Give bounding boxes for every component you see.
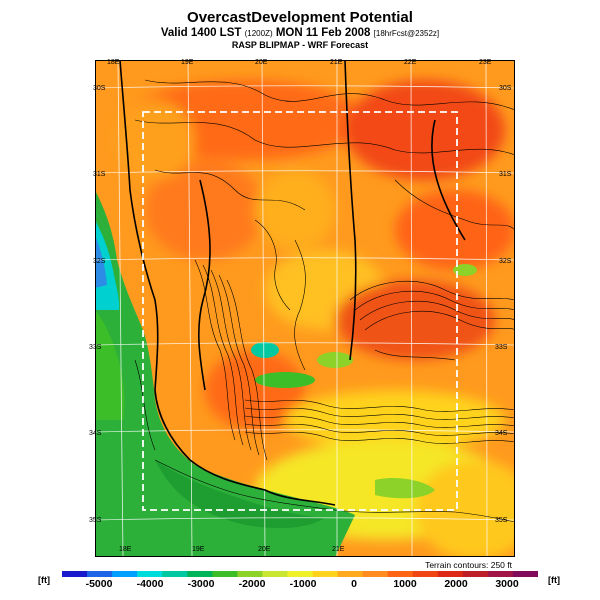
terrain-contours — [134, 79, 515, 523]
forecast-map: 18E 19E 20E 21E 22E 23E 18E 19E 20E 21E … — [89, 59, 515, 557]
lon-label-bottom: 18E — [119, 546, 132, 553]
light-green-patch — [375, 478, 435, 499]
colorbar-segment — [412, 571, 439, 577]
lat-label-left: 35S — [89, 517, 102, 524]
map-canvas — [95, 60, 515, 557]
colorbar-segment — [87, 571, 113, 577]
forecast-hour: [18hrFcst@2352z] — [373, 29, 440, 38]
inland-patch-d — [453, 264, 477, 276]
map-title: OvercastDevelopment Potential — [187, 9, 413, 26]
colorbar-segment — [487, 571, 514, 577]
colorbar-tick-label: 3000 — [495, 578, 519, 590]
colorbar-segment — [387, 571, 414, 577]
lon-label-bottom: 21E — [332, 546, 345, 553]
lon-label-top: 23E — [479, 59, 492, 66]
model-label: RASP BLIPMAP - WRF Forecast — [231, 40, 369, 50]
colorbar-segment — [62, 571, 88, 577]
lat-label-left: 34S — [89, 430, 102, 437]
inland-patch-c — [317, 352, 353, 368]
lon-label-top: 22E — [404, 59, 417, 66]
lat-label-right: 30S — [499, 85, 512, 92]
lon-label-top: 19E — [181, 59, 194, 66]
lat-label-right: 32S — [499, 258, 512, 265]
colorbar-segment — [187, 571, 213, 577]
colorbar-segment — [112, 571, 138, 577]
colorbar-tick-label: -1000 — [289, 578, 317, 590]
colorbar — [62, 571, 538, 577]
ocean-light-patch — [95, 310, 125, 420]
colorbar-tick-label: -2000 — [238, 578, 266, 590]
colorbar-unit-right: [ft] — [548, 575, 560, 585]
inland-patch-b — [255, 372, 315, 388]
colorbar-tick-label: 1000 — [393, 578, 417, 590]
map-subtitle: Valid 1400 LST (1200Z) MON 11 Feb 2008 [… — [0, 27, 600, 39]
lat-label-right: 34S — [495, 430, 508, 437]
domain-box — [142, 111, 458, 511]
map-frame — [95, 60, 515, 557]
colorbar-tick-label: -4000 — [136, 578, 164, 590]
colorbar-segment — [162, 571, 188, 577]
colorbar-tick-label: 2000 — [444, 578, 468, 590]
colorbar-tick-label: -3000 — [187, 578, 215, 590]
lat-label-right: 35S — [495, 517, 508, 524]
ocean-dark-patch — [155, 460, 325, 529]
ocean-blue-patch — [95, 235, 107, 288]
colorbar-unit-left: [ft] — [38, 575, 50, 585]
terrain-contour-note: Terrain contours: 250 ft — [425, 560, 512, 570]
lat-label-right: 31S — [499, 171, 512, 178]
colorbar-segment — [312, 571, 339, 577]
ocean-cyan-patch — [95, 220, 120, 310]
valid-time: Valid 1400 LST — [160, 27, 242, 39]
graticule — [95, 60, 515, 557]
colorbar-tick-label: 0 — [351, 578, 357, 590]
lon-label-top: 18E — [107, 59, 120, 66]
colorbar-segment — [287, 571, 314, 577]
colorbar-segment — [237, 571, 263, 577]
colorbar-segment — [462, 571, 489, 577]
boundaries — [119, 60, 466, 506]
colorbar-segment — [262, 571, 288, 577]
utc-time: (1200Z) — [244, 29, 273, 38]
colorbar-tick-label: -5000 — [85, 578, 113, 590]
lon-label-bottom: 20E — [258, 546, 271, 553]
colorbar-segment — [337, 571, 364, 577]
colorbar-segment — [512, 571, 538, 577]
colorbar-segment — [137, 571, 163, 577]
valid-date: MON 11 Feb 2008 — [275, 27, 371, 39]
lat-label-left: 31S — [93, 171, 106, 178]
lon-label-bottom: 19E — [192, 546, 205, 553]
colorbar-segment — [212, 571, 238, 577]
lon-label-top: 20E — [255, 59, 268, 66]
lon-label-top: 21E — [330, 59, 343, 66]
lat-label-left: 33S — [89, 344, 102, 351]
lat-label-right: 33S — [495, 344, 508, 351]
colorbar-segment — [437, 571, 464, 577]
lat-label-left: 32S — [93, 258, 106, 265]
colorbar-segment — [362, 571, 389, 577]
inland-patch-a — [251, 342, 279, 358]
lat-label-left: 30S — [93, 85, 106, 92]
